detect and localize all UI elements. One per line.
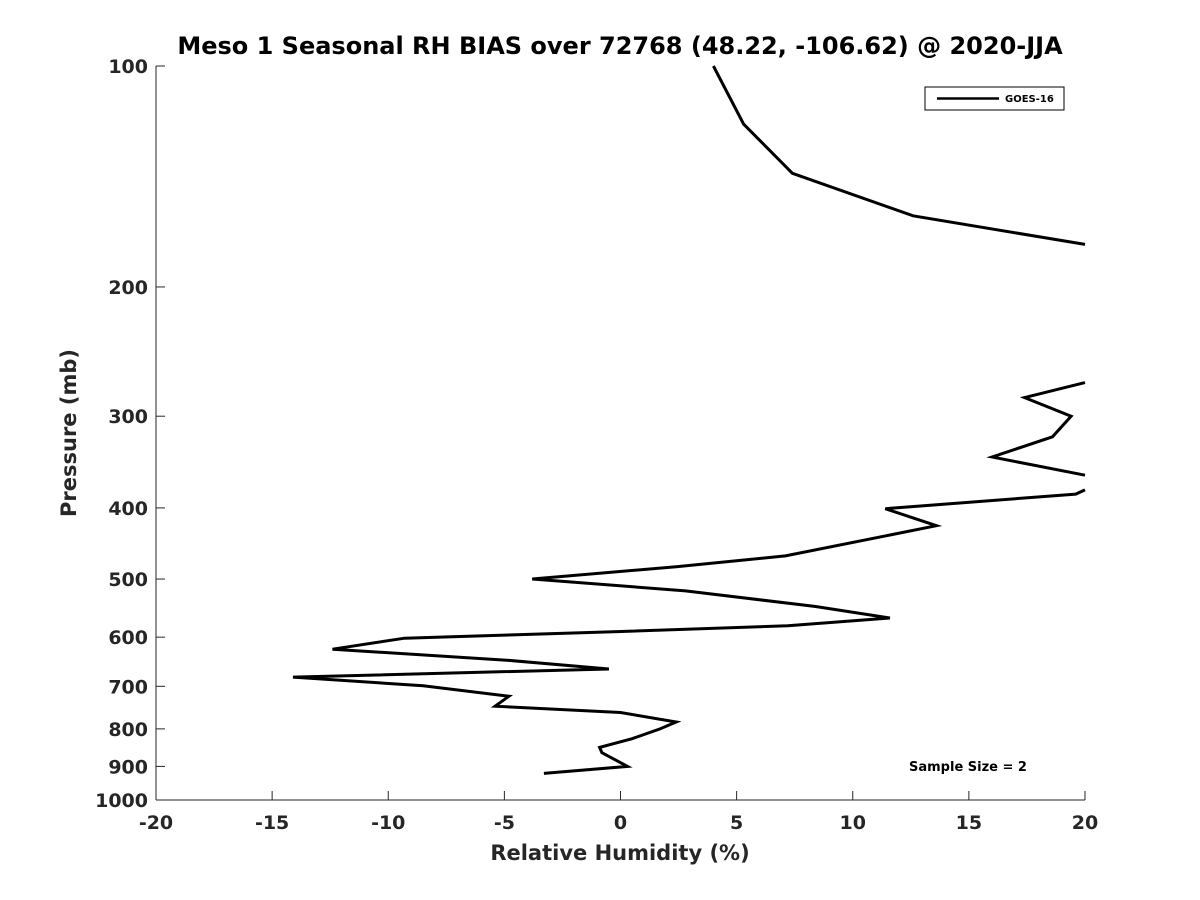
- y-tick-label: 600: [108, 627, 148, 649]
- series-group: [292, 65, 1086, 775]
- x-tick-label: 20: [1072, 812, 1098, 834]
- x-tick-label: 0: [614, 812, 627, 834]
- series-line-goes-16-segment-3: [292, 488, 1086, 775]
- y-tick-label: 1000: [95, 790, 148, 812]
- sample-size-annotation: Sample Size = 2: [909, 760, 1027, 775]
- series-line-goes-16-segment-2: [986, 381, 1086, 477]
- series-line-goes-16-segment-1: [712, 65, 1086, 246]
- x-tick-label: -10: [371, 812, 405, 834]
- x-tick-label: -15: [255, 812, 289, 834]
- y-axis: 100 200 300 400 500 600 700 800 900 1000: [95, 56, 165, 812]
- y-tick-label: 800: [108, 719, 148, 741]
- x-tick-label: 10: [840, 812, 866, 834]
- legend-label-goes-16: GOES-16: [1005, 94, 1054, 105]
- y-tick-label: 400: [108, 498, 148, 520]
- y-tick-label: 100: [108, 56, 148, 78]
- y-axis-label: Pressure (mb): [57, 349, 81, 517]
- legend: GOES-16: [924, 86, 1065, 111]
- chart-title: Meso 1 Seasonal RH BIAS over 72768 (48.2…: [177, 32, 1063, 60]
- x-tick-label: -20: [139, 812, 173, 834]
- y-tick-label: 900: [108, 756, 148, 778]
- y-tick-label: 500: [108, 569, 148, 591]
- y-tick-label: 700: [108, 676, 148, 698]
- x-tick-label: 5: [730, 812, 743, 834]
- y-tick-label: 200: [108, 277, 148, 299]
- x-axis: -20 -15 -10 -5 0 5 10 15 20: [139, 791, 1098, 834]
- x-tick-label: -5: [494, 812, 515, 834]
- x-axis-label: Relative Humidity (%): [490, 841, 749, 865]
- plot-area: [156, 66, 1085, 800]
- y-tick-label: 300: [108, 406, 148, 428]
- x-tick-label: 15: [956, 812, 982, 834]
